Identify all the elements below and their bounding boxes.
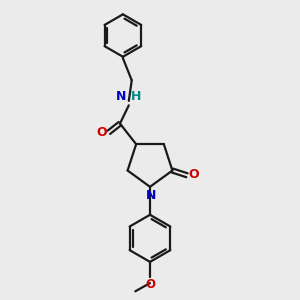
Text: H: H	[131, 90, 142, 103]
Text: O: O	[145, 278, 155, 291]
Text: O: O	[189, 168, 200, 181]
Text: O: O	[97, 126, 107, 139]
Text: N: N	[116, 90, 126, 103]
Text: N: N	[146, 189, 156, 202]
